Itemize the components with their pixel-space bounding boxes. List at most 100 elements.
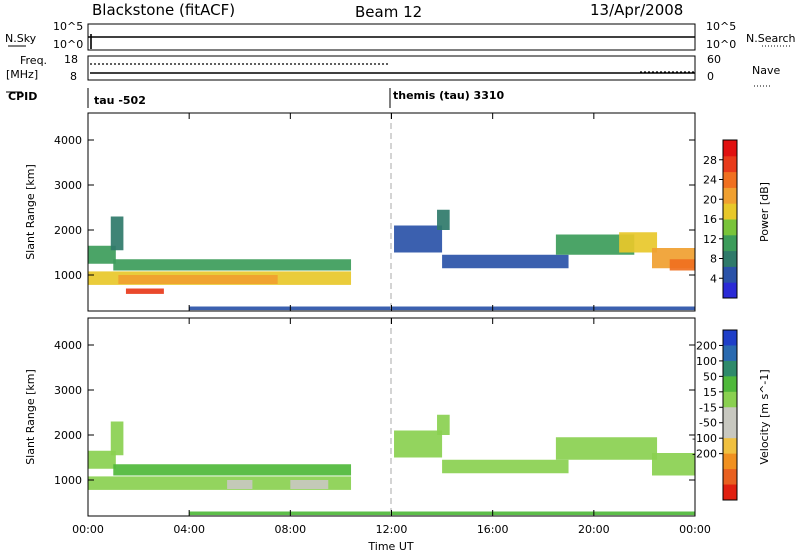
velocity-colorbar-tick-label: 100 [696, 355, 717, 368]
velocity-xtick-label: 20:00 [578, 523, 610, 536]
velocity-echo-6 [394, 430, 443, 458]
velocity-colorbar-segment-4 [723, 391, 737, 408]
nsearch-tick-low: 10^0 [706, 38, 736, 51]
velocity-colorbar: 200 100 50 15 -15 -50 -100 -200 Velocity [m s^-… [692, 329, 771, 501]
power-echo-7 [437, 209, 450, 230]
velocity-colorbar-tick-label: -100 [692, 432, 717, 445]
velocity-xtick-label: 12:00 [376, 523, 408, 536]
power-colorbar-segment-2 [723, 250, 737, 267]
power-colorbar-segment-4 [723, 219, 737, 236]
power-echo-4 [118, 275, 278, 284]
power-ytick-label: 2000 [54, 224, 82, 237]
velocity-echo-0 [88, 450, 116, 469]
velocity-colorbar-segment-5 [723, 407, 737, 424]
nave-tick-low: 0 [707, 70, 714, 83]
freq-frame [87, 55, 696, 81]
velocity-xtick-label: 08:00 [274, 523, 306, 536]
power-colorbar-segment-9 [723, 140, 737, 157]
velocity-colorbar-tick-label: 15 [703, 386, 717, 399]
cpid-strip: tau -502 themis (tau) 3310 [87, 88, 505, 108]
power-colorbar-segment-3 [723, 234, 737, 252]
velocity-colorbar-segment-3 [723, 376, 737, 393]
velocity-colorbar-tick-label: -15 [699, 401, 717, 414]
velocity-xlabel: Time UT [367, 540, 413, 553]
power-echo-0 [88, 245, 116, 264]
velocity-colorbar-segment-8 [723, 453, 737, 470]
station-title: Blackstone (fitACF) [92, 1, 235, 19]
velocity-colorbar-segment-10 [723, 484, 737, 501]
power-colorbar-segment-0 [723, 282, 737, 299]
cpid-label: CPID [8, 90, 37, 103]
nsearch-tick-high: 10^5 [706, 20, 736, 33]
beam-title: Beam 12 [355, 3, 422, 21]
freq-tick-high: 18 [64, 53, 78, 66]
cpid-segment-2: themis (tau) 3310 [393, 89, 505, 102]
velocity-xtick-label: 00:00 [679, 523, 711, 536]
velocity-echo-5 [290, 480, 329, 489]
freq-label: Freq. [20, 54, 47, 67]
power-echo-8 [442, 254, 569, 269]
nsky-panel: N.Sky 10^5 10^0 10^5 10^0 N.Search [5, 20, 796, 51]
power-colorbar-tick-label: 16 [703, 213, 717, 226]
velocity-ytick-label: 4000 [54, 339, 82, 352]
power-echo-12 [669, 259, 695, 271]
velocity-echo-10 [652, 453, 695, 476]
power-colorbar-segment-5 [723, 203, 737, 220]
power-colorbar-tick-label: 4 [710, 272, 717, 285]
velocity-xtick-label: 16:00 [477, 523, 509, 536]
velocity-xtick-label: 04:00 [173, 523, 205, 536]
power-colorbar-segment-7 [723, 171, 737, 188]
velocity-ytick-label: 2000 [54, 429, 82, 442]
power-panel: 1000 2000 3000 4000 Slant Range [km] [24, 112, 696, 312]
velocity-colorbar-tick-label: -50 [699, 417, 717, 430]
velocity-colorbar-segment-7 [723, 438, 737, 455]
power-ytick-label: 3000 [54, 179, 82, 192]
freq-tick-low: 8 [70, 70, 77, 83]
power-ytick-label: 1000 [54, 269, 82, 282]
power-colorbar-label: Power [dB] [758, 182, 771, 242]
velocity-echo-1 [110, 421, 124, 456]
power-ylabel: Slant Range [km] [24, 164, 37, 260]
velocity-ytick-label: 3000 [54, 384, 82, 397]
nsearch-label: N.Search [746, 32, 796, 45]
velocity-echo-8 [442, 459, 569, 474]
power-echo-5 [125, 288, 164, 294]
power-echo-2 [113, 259, 352, 271]
velocity-colorbar-label: Velocity [m s^-1] [758, 369, 771, 464]
velocity-colorbar-tick-label: 200 [696, 339, 717, 352]
velocity-echo-3 [88, 476, 352, 490]
velocity-colorbar-tick-label: -200 [692, 448, 717, 461]
velocity-xtick-label: 00:00 [72, 523, 104, 536]
velocity-colorbar-segment-9 [723, 469, 737, 486]
power-ytick-label: 4000 [54, 134, 82, 147]
velocity-echo-4 [227, 480, 253, 489]
power-echo-10 [619, 232, 658, 253]
cpid-segment-1: tau -502 [94, 94, 146, 107]
nave-tick-high: 60 [707, 53, 721, 66]
freq-panel: Freq. [MHz] 18 8 60 0 Nave CPID [6, 53, 780, 103]
power-colorbar-tick-label: 8 [710, 253, 717, 266]
nave-label: Nave [752, 64, 780, 77]
velocity-ylabel: Slant Range [km] [24, 369, 37, 465]
velocity-colorbar-segment-0 [723, 330, 737, 346]
power-colorbar-tick-label: 28 [703, 154, 717, 167]
power-colorbar-tick-label: 24 [703, 174, 717, 187]
freq-unit: [MHz] [6, 68, 38, 81]
velocity-panel: 1000 2000 3000 4000 00:00 04:00 08:00 12:00 16:… [24, 317, 711, 553]
power-colorbar-tick-label: 12 [703, 233, 717, 246]
velocity-colorbar-segment-2 [723, 360, 737, 377]
nsky-tick-low: 10^0 [53, 38, 83, 51]
power-colorbar-segment-1 [723, 266, 737, 283]
velocity-echo-7 [437, 414, 450, 435]
velocity-colorbar-frame [722, 329, 738, 501]
power-colorbar-segment-6 [723, 187, 737, 204]
power-echo-1 [110, 216, 124, 251]
power-colorbar-segment-8 [723, 155, 737, 173]
velocity-colorbar-segment-6 [723, 422, 737, 439]
velocity-echo-9 [555, 437, 658, 460]
velocity-echo-2 [113, 464, 352, 476]
power-colorbar: 4 8 12 16 20 24 28 Power [dB] [703, 139, 771, 299]
power-echo-13 [189, 306, 695, 311]
velocity-echo-11 [189, 511, 695, 516]
